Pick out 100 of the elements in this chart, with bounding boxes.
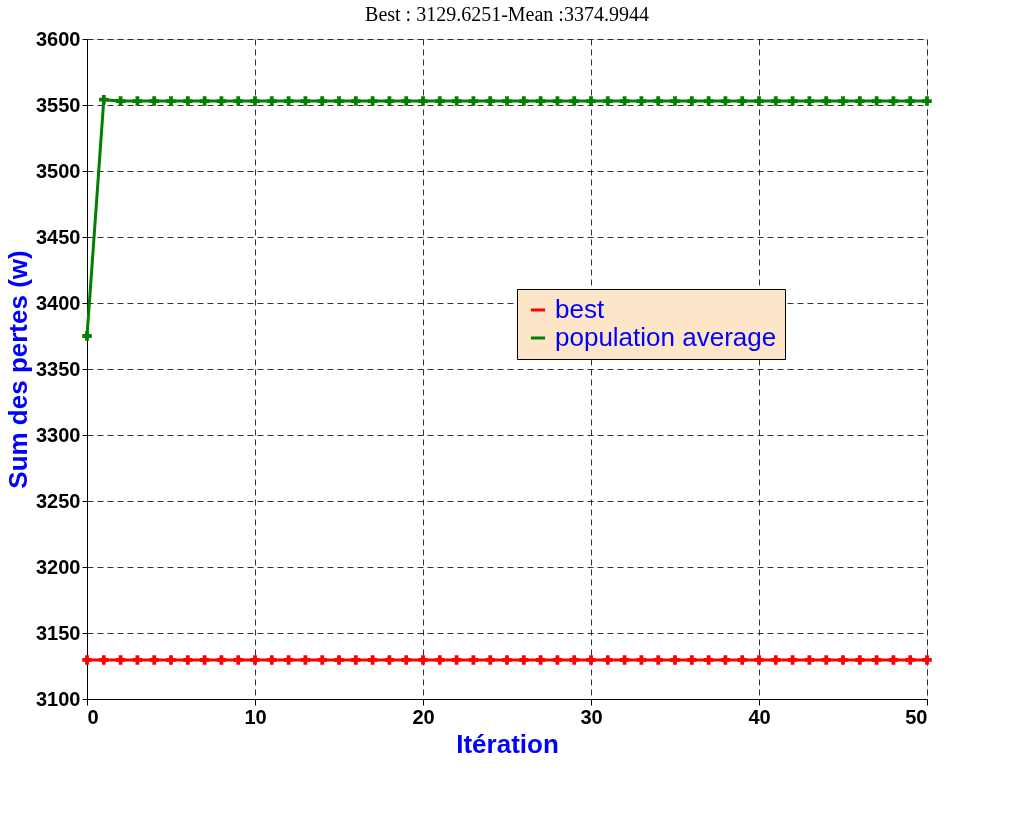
point [183, 655, 193, 665]
point [888, 655, 899, 665]
point [720, 96, 731, 106]
point [233, 96, 243, 106]
point [771, 96, 781, 106]
point [99, 655, 109, 665]
point [401, 655, 411, 665]
point [586, 96, 596, 106]
point [468, 655, 479, 665]
point [485, 96, 495, 106]
point [166, 96, 176, 106]
x-tick-label: 50 [905, 705, 928, 728]
point [384, 96, 395, 106]
point [855, 96, 865, 106]
point [569, 96, 579, 106]
point [787, 96, 798, 106]
point [334, 655, 344, 665]
point [720, 655, 731, 665]
point [132, 96, 143, 106]
point [619, 96, 630, 106]
point [401, 96, 411, 106]
point [552, 96, 563, 106]
point [183, 96, 193, 106]
point [922, 96, 932, 106]
point [519, 655, 529, 665]
point [132, 655, 143, 665]
y-tick-label: 3450 [36, 225, 81, 248]
point [603, 96, 613, 106]
point [468, 96, 479, 106]
point [502, 96, 512, 106]
point [115, 96, 126, 106]
point [535, 655, 546, 665]
chart-title: Best : 3129.6251-Mean :3374.9944 [365, 3, 649, 25]
y-tick-label: 3350 [36, 357, 81, 380]
point [787, 655, 798, 665]
point [905, 96, 915, 106]
point [670, 96, 680, 106]
y-tick-label: 3600 [36, 27, 81, 50]
point [838, 655, 848, 665]
point [317, 96, 327, 106]
point [737, 96, 747, 106]
x-tick-label: 0 [87, 705, 99, 728]
point [216, 96, 227, 106]
point [636, 96, 647, 106]
y-axis-title: Sum des pertes (w) [3, 250, 34, 489]
point [367, 655, 378, 665]
point [300, 655, 311, 665]
point [166, 655, 176, 665]
x-tick-label: 30 [580, 705, 603, 728]
point [922, 655, 932, 665]
y-tick-label: 3300 [36, 423, 81, 446]
point [703, 655, 714, 665]
point [821, 96, 831, 106]
y-tick-label: 3150 [36, 621, 81, 644]
point [838, 96, 848, 106]
point [435, 96, 445, 106]
point [351, 96, 361, 106]
point [804, 655, 815, 665]
point [267, 655, 277, 665]
point [351, 655, 361, 665]
point [115, 655, 126, 665]
point [367, 96, 378, 106]
point [552, 655, 563, 665]
point [199, 96, 210, 106]
point [149, 96, 159, 106]
point [283, 655, 294, 665]
point [334, 96, 344, 106]
point [99, 94, 109, 105]
point [485, 655, 495, 665]
point [82, 655, 92, 665]
point [871, 655, 882, 665]
point [670, 655, 680, 665]
point [754, 655, 764, 665]
point [653, 96, 663, 106]
point [502, 655, 512, 665]
point [250, 96, 260, 106]
point [653, 655, 663, 665]
y-tick-label: 3100 [36, 687, 81, 710]
point [82, 331, 92, 341]
point [636, 655, 647, 665]
point [418, 655, 428, 665]
point [199, 655, 210, 665]
point [283, 96, 294, 106]
point [267, 96, 277, 106]
point [451, 96, 462, 106]
point [603, 655, 613, 665]
point [233, 655, 243, 665]
legend-label: best [555, 294, 605, 324]
y-tick-label: 3400 [36, 291, 81, 314]
point [821, 655, 831, 665]
y-tick-label: 3250 [36, 489, 81, 512]
point [703, 96, 714, 106]
point [519, 96, 529, 106]
point [855, 655, 865, 665]
point [804, 96, 815, 106]
point [250, 655, 260, 665]
x-tick-label: 40 [748, 705, 771, 728]
y-tick-label: 3200 [36, 555, 81, 578]
point [619, 655, 630, 665]
y-tick-label: 3500 [36, 159, 81, 182]
